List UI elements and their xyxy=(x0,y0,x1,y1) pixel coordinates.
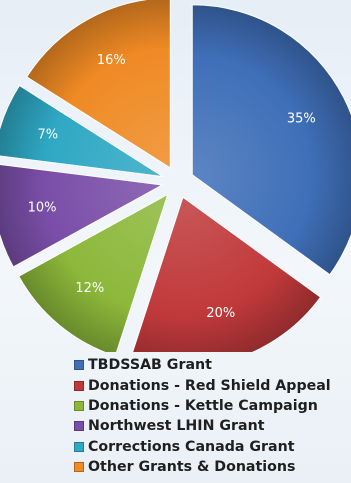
pie-slice xyxy=(191,4,351,276)
pie-data-label: 12% xyxy=(75,281,104,296)
pie-slice xyxy=(0,84,164,178)
legend-swatch xyxy=(74,462,84,473)
pie-data-label: 20% xyxy=(206,306,235,321)
pie-chart: 35% 20% 12% 10% 7% 16% xyxy=(0,0,351,352)
chart-legend: TBDSSAB Grant Donations - Red Shield Appe… xyxy=(74,355,331,477)
pie-slices xyxy=(0,0,351,352)
pie-data-label: 10% xyxy=(28,200,57,215)
legend-item: Northwest LHIN Grant xyxy=(74,416,331,436)
legend-label: Donations - Kettle Campaign xyxy=(88,397,318,414)
legend-item: Corrections Canada Grant xyxy=(74,437,331,457)
legend-swatch xyxy=(74,441,84,452)
legend-swatch xyxy=(74,400,84,411)
legend-item: Donations - Red Shield Appeal xyxy=(74,375,331,395)
pie-slice xyxy=(26,0,171,169)
legend-swatch xyxy=(74,360,84,371)
legend-item: Other Grants & Donations xyxy=(74,457,331,477)
legend-item: Donations - Kettle Campaign xyxy=(74,396,331,416)
legend-label: Corrections Canada Grant xyxy=(88,438,295,455)
pie-slice xyxy=(0,163,164,268)
legend-label: Donations - Red Shield Appeal xyxy=(88,377,331,394)
legend-item: TBDSSAB Grant xyxy=(74,355,331,375)
legend-label: Other Grants & Donations xyxy=(88,459,296,476)
legend-label: TBDSSAB Grant xyxy=(88,357,212,374)
pie-slice xyxy=(18,193,169,352)
legend-label: Northwest LHIN Grant xyxy=(88,418,265,435)
pie-data-label: 16% xyxy=(97,53,126,68)
pie-slice xyxy=(132,196,322,352)
pie-data-label: 35% xyxy=(287,112,316,127)
legend-swatch xyxy=(74,380,84,391)
legend-swatch xyxy=(74,421,84,432)
pie-data-labels: 35% 20% 12% 10% 7% 16% xyxy=(28,53,316,321)
pie-data-label: 7% xyxy=(37,128,58,143)
